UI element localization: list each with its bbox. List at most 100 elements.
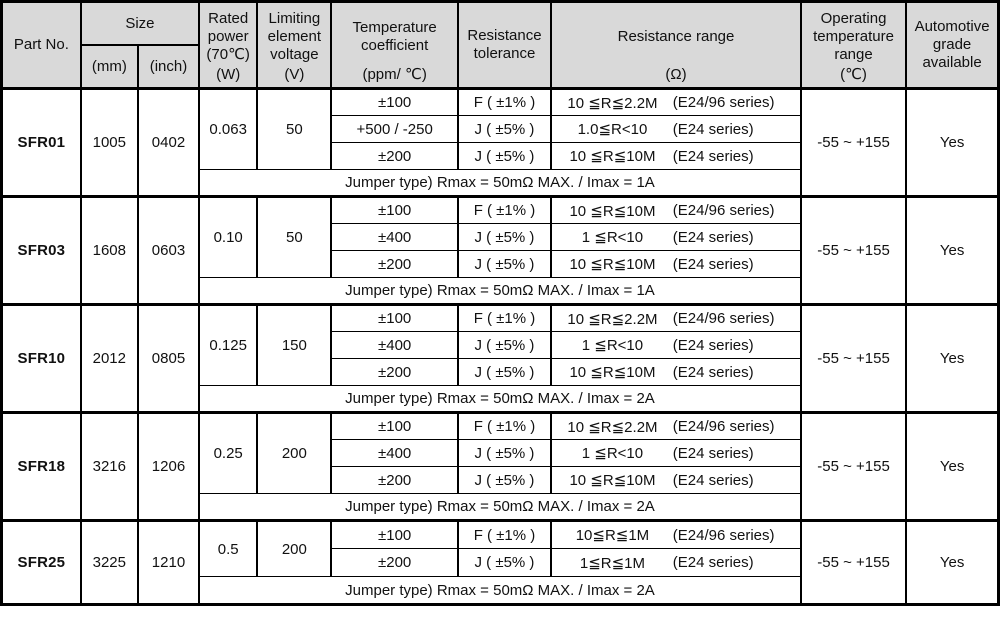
cell-jumper-note: Jumper type) Rmax = 50mΩ MAX. / Imax = 1… [198,277,802,305]
cell-temp-coeff: ±100 [330,411,459,440]
resistance-range-value: 1 ≦R<10 [581,337,644,354]
cell-temp-coeff: ±200 [330,358,459,386]
cell-resistance-range: 10 ≦R≦2.2M (E24/96 series) [550,411,802,440]
cell-temp-coeff: ±400 [330,223,459,251]
header-automotive: Automotive grade available [905,0,1000,90]
cell-part-no: SFR03 [0,195,82,305]
header-op-temp: Operating temperature range (℃) [799,0,908,90]
cell-tolerance: J ( ±5% ) [456,115,553,143]
cell-size-inch: 1206 [136,411,201,521]
cell-op-temp: -55 ~ +155 [799,303,908,413]
resistance-range-value: 10 ≦R≦2.2M [567,94,658,112]
table-row: Jumper type) Rmax = 50mΩ MAX. / Imax = 1… [2,277,999,305]
cell-resistance-range: 1.0≦R<10 (E24 series) [550,115,802,143]
cell-temp-coeff: ±100 [330,87,459,116]
cell-rated-power: 0.063 [198,87,259,170]
resistance-range-value: 10 ≦R≦2.2M [567,310,658,328]
header-rated-power-unit: (W) [216,66,241,84]
table-row: ±200 J ( ±5% ) 10 ≦R≦10M (E24 series) [2,142,999,170]
resistance-series: (E24 series) [672,444,754,462]
header-limiting-voltage-title: Limiting element voltage [267,10,322,63]
cell-jumper-note: Jumper type) Rmax = 50mΩ MAX. / Imax = 2… [198,493,802,521]
table-row: SFR03 1608 0603 0.10 50 ±100 F ( ±1% ) 1… [0,195,1000,305]
resistance-series: (E24 series) [672,336,754,354]
cell-rated-power: 0.25 [198,411,259,494]
table-row: Jumper type) Rmax = 50mΩ MAX. / Imax = 1… [2,169,999,197]
cell-resistance-range: 1 ≦R<10 (E24 series) [550,439,802,467]
cell-size-mm: 3225 [79,519,139,605]
cell-temp-coeff: ±100 [330,195,459,224]
cell-jumper-note: Jumper type) Rmax = 50mΩ MAX. / Imax = 2… [198,385,802,413]
table-row: SFR18 3216 1206 0.25 200 ±100 F ( ±1% ) … [0,411,1000,521]
cell-tolerance: J ( ±5% ) [456,548,553,577]
cell-part-no: SFR18 [0,411,82,521]
cell-size-inch: 0603 [136,195,201,305]
cell-tolerance: J ( ±5% ) [456,466,553,494]
header-resistance-range-unit: (Ω) [665,66,687,84]
header-resistance-range: Resistance range (Ω) [550,0,802,90]
cell-rated-power: 0.125 [198,303,259,386]
cell-temp-coeff: ±200 [330,466,459,494]
table-row: ±200 J ( ±5% ) 10 ≦R≦10M (E24 series) [2,466,999,494]
cell-voltage: 150 [256,303,333,386]
cell-resistance-range: 10 ≦R≦10M (E24 series) [550,466,802,494]
cell-resistance-range: 10 ≦R≦10M (E24/96 series) [550,195,802,224]
cell-temp-coeff: ±100 [330,519,459,549]
resistance-series: (E24/96 series) [672,310,775,327]
cell-size-mm: 1608 [79,195,139,305]
cell-size-inch: 0402 [136,87,201,197]
cell-resistance-range: 10 ≦R≦10M (E24 series) [550,142,802,170]
cell-temp-coeff: ±200 [330,142,459,170]
cell-tolerance: F ( ±1% ) [456,519,553,549]
resistance-range-value: 10 ≦R≦10M [569,472,656,489]
cell-tolerance: F ( ±1% ) [456,195,553,224]
cell-automotive: Yes [905,303,1000,413]
resistance-range-value: 10≦R≦1M [575,527,650,544]
resistance-series: (E24 series) [672,471,754,489]
cell-temp-coeff: ±200 [330,250,459,278]
cell-jumper-note: Jumper type) Rmax = 50mΩ MAX. / Imax = 1… [198,169,802,197]
table-row: Jumper type) Rmax = 50mΩ MAX. / Imax = 2… [2,493,999,521]
resistance-series: (E24 series) [672,120,754,138]
cell-size-mm: 2012 [79,303,139,413]
resistance-range-value: 1 ≦R<10 [581,229,644,246]
cell-jumper-note: Jumper type) Rmax = 50mΩ MAX. / Imax = 2… [198,576,802,605]
cell-tolerance: J ( ±5% ) [456,439,553,467]
resistance-range-value: 10 ≦R≦10M [569,148,656,165]
header-automotive-title: Automotive grade available [914,18,990,71]
table-row: SFR01 1005 0402 0.063 50 ±100 F ( ±1% ) … [0,87,1000,197]
resistance-range-value: 1 ≦R<10 [581,445,644,462]
header-tolerance-title: Resistance tolerance [467,27,542,62]
cell-tolerance: J ( ±5% ) [456,358,553,386]
cell-size-mm: 1005 [79,87,139,197]
cell-resistance-range: 1 ≦R<10 (E24 series) [550,331,802,359]
resistance-series: (E24 series) [672,363,754,381]
cell-temp-coeff: ±400 [330,331,459,359]
header-part-no: Part No. [0,0,82,90]
header-limiting-voltage: Limiting element voltage (V) [256,0,333,90]
header-size: Size [79,0,201,46]
cell-op-temp: -55 ~ +155 [799,87,908,197]
cell-op-temp: -55 ~ +155 [799,411,908,521]
table-row: ±200 J ( ±5% ) 10 ≦R≦10M (E24 series) [2,358,999,386]
resistance-series: (E24/96 series) [672,202,775,219]
cell-part-no: SFR10 [0,303,82,413]
cell-automotive: Yes [905,87,1000,197]
table-row: Jumper type) Rmax = 50mΩ MAX. / Imax = 2… [2,576,999,605]
resistance-range-value: 10 ≦R≦10M [569,202,656,220]
header-size-inch: (inch) [136,44,201,90]
cell-resistance-range: 10≦R≦1M (E24/96 series) [550,519,802,549]
table-row: SFR10 2012 0805 0.125 150 ±100 F ( ±1% )… [0,303,1000,413]
cell-temp-coeff: ±400 [330,439,459,467]
cell-size-inch: 1210 [136,519,201,605]
header-temp-coeff-title: Temperature coefficient [352,19,437,54]
header-tolerance: Resistance tolerance [456,0,553,90]
cell-automotive: Yes [905,411,1000,521]
cell-temp-coeff: ±200 [330,548,459,577]
cell-resistance-range: 1 ≦R<10 (E24 series) [550,223,802,251]
cell-temp-coeff: ±100 [330,303,459,332]
resistance-series: (E24 series) [672,554,754,571]
cell-voltage: 200 [256,519,333,577]
cell-resistance-range: 1≦R≦1M (E24 series) [550,548,802,577]
